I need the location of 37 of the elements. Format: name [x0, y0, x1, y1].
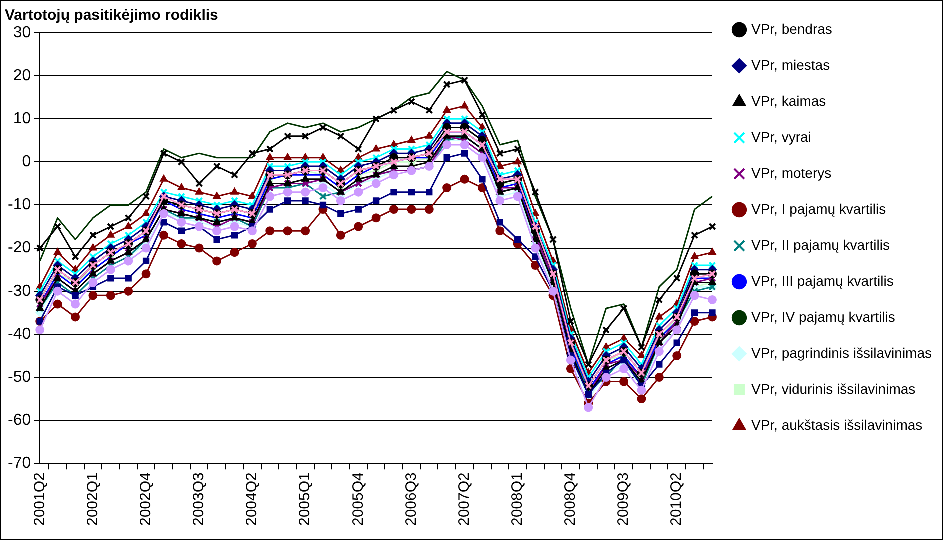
legend-label: VPr, kaimas — [751, 92, 826, 109]
y-tick-label: -50 — [8, 368, 32, 386]
y-tick-label: -30 — [8, 282, 32, 300]
y-tick-label: -60 — [8, 412, 32, 429]
x-tick-label: 2008Q4 — [562, 472, 580, 526]
x-tick-label: 2002Q1 — [84, 472, 102, 526]
legend-label: VPr, bendras — [751, 20, 832, 37]
x-tick-label: 2003Q3 — [190, 472, 208, 526]
x-tick-label: 2004Q2 — [244, 472, 261, 526]
legend-label: VPr, vyrai — [751, 128, 812, 145]
y-tick-label: 0 — [22, 154, 32, 171]
x-tick-label: 2008Q1 — [508, 472, 526, 526]
y-tick-label: -10 — [8, 196, 32, 214]
x-tick-label: 2007Q2 — [456, 472, 473, 526]
y-tick-label: -70 — [8, 455, 32, 472]
x-tick-label: 2002Q4 — [137, 472, 154, 526]
y-tick-label: -20 — [8, 240, 32, 257]
chart-title: Vartotojų pasitikėjimo rodiklis — [5, 7, 218, 24]
x-tick-label: 2006Q3 — [402, 472, 420, 526]
x-tick-label: 2005Q4 — [350, 472, 367, 526]
x-tick-label: 2001Q2 — [31, 472, 48, 526]
legend-label: VPr, moterys — [751, 164, 832, 181]
legend-label: VPr, pagrindinis išsilavinimas — [751, 344, 932, 361]
y-tick-label: 10 — [13, 110, 32, 128]
y-tick-label: 30 — [13, 24, 32, 42]
legend-label: VPr, miestas — [751, 56, 830, 73]
y-tick-label: -40 — [8, 326, 32, 343]
x-tick-label: 2009Q3 — [615, 472, 632, 526]
y-tick-label: 20 — [13, 67, 32, 84]
legend-label: VPr, vidurinis išsilavinimas — [751, 380, 916, 397]
x-tick-label: 2010Q2 — [668, 472, 686, 526]
x-tick-label: 2005Q1 — [296, 472, 314, 526]
legend-label: VPr, III pajamų kvartilis — [751, 272, 894, 289]
legend-label: VPr, I pajamų kvartilis — [751, 200, 886, 217]
legend-label: VPr, aukštasis išsilavinimas — [751, 416, 923, 433]
legend-label: VPr, II pajamų kvartilis — [751, 236, 890, 253]
legend-label: VPr, IV pajamų kvartilis — [751, 308, 896, 325]
